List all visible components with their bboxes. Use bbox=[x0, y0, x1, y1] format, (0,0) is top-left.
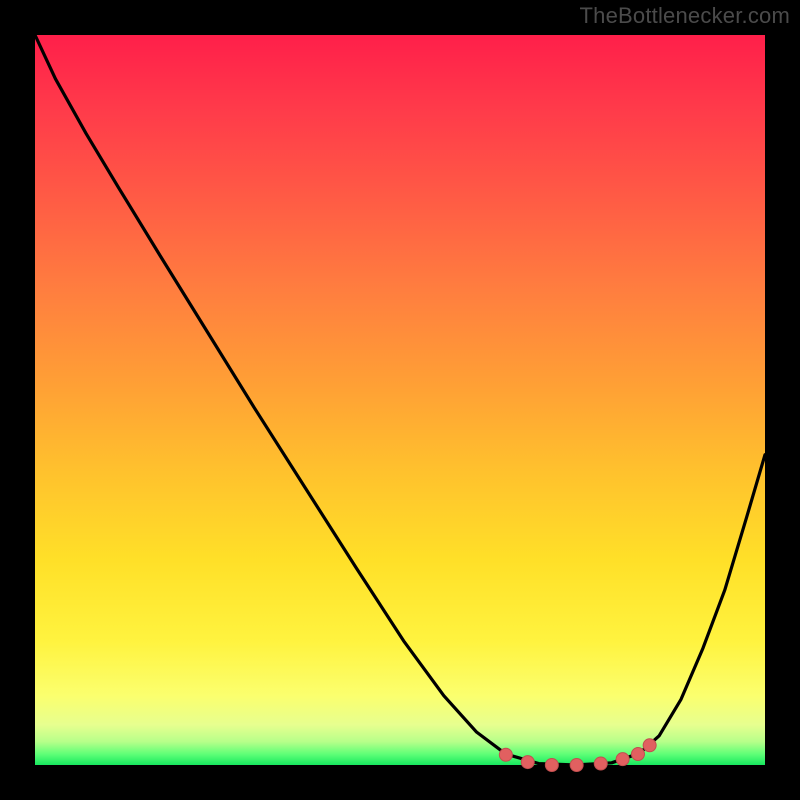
chart-frame: TheBottlenecker.com bbox=[0, 0, 800, 800]
valley-marker bbox=[521, 756, 534, 769]
chart-svg bbox=[0, 0, 800, 800]
valley-marker bbox=[631, 748, 644, 761]
valley-marker bbox=[570, 759, 583, 772]
plot-gradient-area bbox=[35, 35, 765, 765]
valley-marker bbox=[643, 739, 656, 752]
valley-marker bbox=[616, 753, 629, 766]
valley-marker bbox=[594, 757, 607, 770]
valley-marker bbox=[499, 748, 512, 761]
attribution-label: TheBottlenecker.com bbox=[580, 3, 790, 29]
valley-marker bbox=[545, 759, 558, 772]
